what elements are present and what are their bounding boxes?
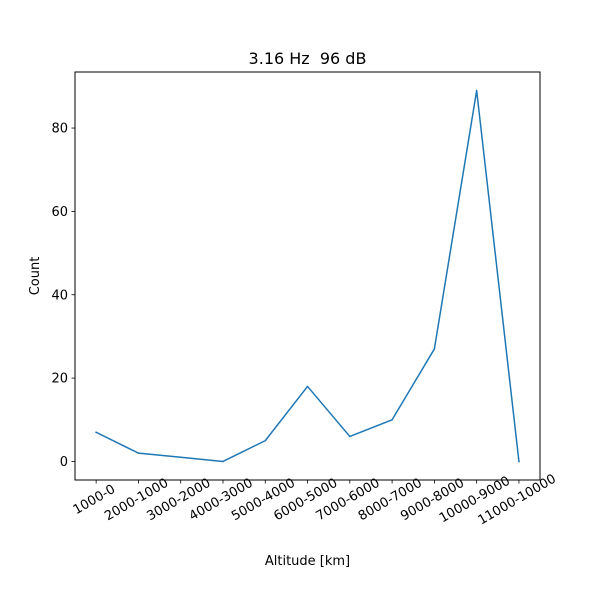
x-axis-label: Altitude [km]	[265, 554, 350, 569]
data-point	[518, 460, 520, 463]
y-axis: 0 20 40 60 80	[51, 122, 75, 470]
data-point	[137, 452, 140, 454]
data-point	[179, 456, 182, 459]
data-point	[264, 439, 267, 442]
y-axis-label: Count	[28, 257, 43, 296]
data-point	[391, 419, 393, 421]
chart-title: 3.16 Hz 96 dB	[249, 49, 367, 68]
y-tick-label: 20	[51, 372, 68, 387]
data-point	[95, 431, 97, 434]
y-tick-label: 80	[51, 122, 68, 137]
y-tick-label: 40	[51, 288, 68, 303]
data-point	[306, 385, 309, 388]
y-tick-label: 60	[51, 205, 68, 220]
data-point	[349, 435, 351, 438]
data-point	[475, 89, 478, 92]
data-point	[433, 348, 436, 350]
y-tick-label: 0	[60, 455, 68, 470]
data-point	[222, 460, 224, 463]
series-layer	[95, 89, 520, 463]
